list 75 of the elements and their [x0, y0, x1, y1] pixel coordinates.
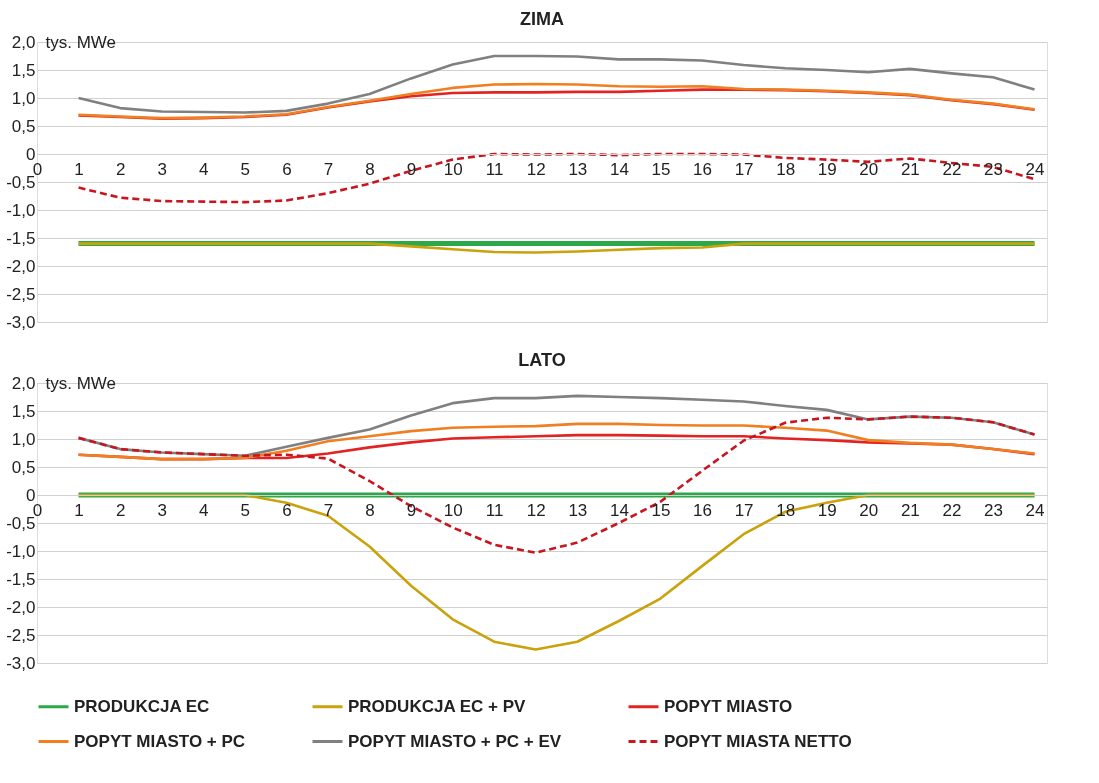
x-tick-label: 23 [984, 500, 1003, 520]
legend-label: POPYT MIASTO + PC + EV [348, 731, 562, 751]
y-tick-label: -2,5 [6, 625, 36, 645]
y-axis-title: tys. MWe [45, 32, 117, 52]
y-tick-label: -3,0 [6, 312, 36, 332]
legend-label: PRODUKCJA EC [74, 696, 210, 716]
x-tick-label: 1 [74, 159, 84, 179]
x-tick-label: 2 [115, 159, 126, 179]
legend-label: PRODUKCJA EC + PV [348, 696, 527, 716]
x-tick-label: 12 [526, 500, 546, 520]
x-tick-label: 19 [817, 159, 837, 179]
y-tick-label: 2,0 [11, 32, 36, 52]
y-tick-label: 0,5 [11, 116, 36, 136]
x-tick-label: 18 [776, 159, 796, 179]
x-tick-label: 24 [1025, 500, 1045, 520]
x-tick-label: 3 [157, 159, 167, 179]
x-tick-label: 15 [651, 500, 671, 520]
x-tick-label: 7 [323, 159, 334, 179]
x-tick-label: 17 [734, 500, 754, 520]
x-tick-label: 14 [609, 500, 629, 520]
x-tick-label: 22 [942, 500, 962, 520]
x-tick-label: 17 [734, 159, 754, 179]
chart-title: ZIMA [520, 9, 564, 29]
x-tick-label: 13 [568, 159, 588, 179]
x-tick-label: 7 [323, 500, 334, 520]
x-tick-label: 16 [693, 159, 712, 179]
x-tick-label: 9 [406, 500, 417, 520]
x-tick-label: 4 [199, 159, 209, 179]
x-tick-label: 8 [365, 159, 375, 179]
y-tick-label: 1,5 [11, 401, 36, 421]
x-tick-label: 15 [651, 159, 671, 179]
x-tick-label: 1 [74, 500, 84, 520]
y-tick-label: 2,0 [11, 373, 36, 393]
y-tick-label: 0 [26, 485, 36, 505]
x-tick-label: 11 [485, 500, 504, 520]
x-tick-label: 16 [693, 500, 712, 520]
x-tick-label: 3 [157, 500, 167, 520]
legend-label: POPYT MIASTO [664, 696, 793, 716]
y-tick-label: -1,0 [6, 541, 36, 561]
x-tick-label: 21 [900, 159, 920, 179]
y-tick-label: -1,0 [6, 200, 36, 220]
chart-title: LATO [518, 350, 566, 370]
x-tick-label: 6 [282, 159, 292, 179]
x-tick-label: 5 [240, 500, 251, 520]
y-tick-label: 1,5 [11, 60, 36, 80]
x-tick-label: 11 [485, 159, 504, 179]
y-tick-label: -3,0 [6, 653, 36, 673]
x-tick-label: 20 [859, 159, 879, 179]
legend-label: POPYT MIASTO + PC [74, 731, 246, 751]
x-tick-label: 20 [859, 500, 879, 520]
x-tick-label: 14 [609, 159, 629, 179]
y-axis-title: tys. MWe [45, 373, 117, 393]
x-tick-label: 22 [942, 159, 962, 179]
y-tick-label: 1,0 [11, 429, 36, 449]
x-tick-label: 21 [900, 500, 920, 520]
y-tick-label: 0 [26, 144, 36, 164]
y-tick-label: -1,5 [6, 569, 36, 589]
x-tick-label: 10 [443, 159, 463, 179]
x-tick-label: 19 [817, 500, 837, 520]
x-tick-label: 12 [526, 159, 546, 179]
x-tick-label: 4 [199, 500, 209, 520]
y-tick-label: 0,5 [11, 457, 36, 477]
y-tick-label: -1,5 [6, 228, 36, 248]
y-tick-label: -2,0 [6, 256, 36, 276]
x-tick-label: 2 [115, 500, 126, 520]
x-tick-label: 13 [568, 500, 588, 520]
x-tick-label: 5 [240, 159, 251, 179]
x-tick-label: 24 [1025, 159, 1045, 179]
x-tick-label: 8 [365, 500, 375, 520]
x-tick-label: 6 [282, 500, 292, 520]
x-tick-label: 10 [443, 500, 463, 520]
y-tick-label: -2,0 [6, 597, 36, 617]
y-tick-label: 1,0 [11, 88, 36, 108]
legend-label: POPYT MIASTA NETTO [664, 731, 852, 751]
y-tick-label: -2,5 [6, 284, 36, 304]
